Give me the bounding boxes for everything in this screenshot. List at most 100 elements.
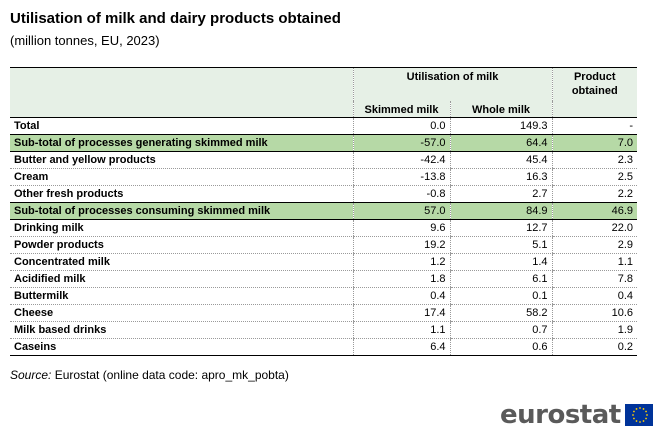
eu-flag-star bbox=[644, 410, 647, 413]
product-obtained-value: 2.9 bbox=[551, 236, 637, 254]
skimmed-milk-value: 17.4 bbox=[352, 304, 450, 322]
table-row: Other fresh products -0.8 2.7 2.2 bbox=[10, 185, 637, 203]
table-row: Powder products 19.2 5.1 2.9 bbox=[10, 236, 637, 254]
whole-milk-value: 0.6 bbox=[449, 338, 552, 356]
source-text: Eurostat (online data code: apro_mk_pobt… bbox=[54, 368, 289, 382]
product-obtained-value: 0.2 bbox=[551, 338, 637, 356]
eu-flag-icon bbox=[624, 404, 653, 426]
eu-flag-star bbox=[642, 408, 645, 410]
table-row: Milk based drinks 1.1 0.7 1.9 bbox=[10, 321, 637, 339]
whole-milk-value: 84.9 bbox=[449, 202, 552, 220]
skimmed-milk-value: 9.6 bbox=[352, 219, 450, 237]
eurostat-logo-text: eurostat bbox=[500, 400, 621, 430]
chart-title: Utilisation of milk and dairy products o… bbox=[10, 10, 341, 27]
skimmed-milk-value: 57.0 bbox=[352, 202, 450, 220]
whole-milk-value: 1.4 bbox=[449, 253, 552, 271]
product-obtained-value: 7.0 bbox=[551, 134, 637, 152]
table-body: Total 0.0 149.3- Sub-total of processes gen… bbox=[10, 117, 637, 356]
eurostat-logo: eurostat bbox=[500, 400, 653, 430]
eu-flag-star bbox=[631, 414, 634, 416]
skimmed-milk-value: -0.8 bbox=[352, 185, 450, 203]
eu-flag-star bbox=[642, 420, 645, 422]
product-obtained-value: 2.3 bbox=[551, 151, 637, 169]
row-label: Milk based drinks bbox=[10, 321, 353, 339]
skimmed-milk-value: 1.8 bbox=[352, 270, 450, 288]
data-table: Utilisation of milk Product obtained Ski… bbox=[10, 67, 637, 356]
chart-subtitle: (million tonnes, EU, 2023) bbox=[10, 33, 160, 48]
skimmed-milk-value: 0.0 bbox=[352, 117, 450, 135]
whole-milk-value: 45.4 bbox=[449, 151, 552, 169]
product-obtained-value: 1.1 bbox=[551, 253, 637, 271]
skimmed-milk-value: -42.4 bbox=[352, 151, 450, 169]
row-label: Acidified milk bbox=[10, 270, 353, 288]
eu-flag-star bbox=[645, 414, 648, 416]
whole-milk-value: 149.3 bbox=[449, 117, 552, 135]
row-label: Concentrated milk bbox=[10, 253, 353, 271]
row-label: Sub-total of processes generating skimme… bbox=[10, 134, 353, 152]
skimmed-milk-value: 19.2 bbox=[352, 236, 450, 254]
skimmed-milk-value: -57.0 bbox=[352, 134, 450, 152]
header-whole-milk: Whole milk bbox=[449, 101, 552, 118]
skimmed-milk-value: 1.1 bbox=[352, 321, 450, 339]
product-obtained-value: 7.8 bbox=[551, 270, 637, 288]
header-utilisation-of-milk: Utilisation of milk bbox=[352, 67, 552, 101]
table-row: Sub-total of processes generating skimme… bbox=[10, 134, 637, 152]
table-row: Caseins 6.4 0.6 0.2 bbox=[10, 338, 637, 356]
eu-flag-star bbox=[632, 417, 635, 420]
header-skimmed-milk: Skimmed milk bbox=[352, 101, 450, 118]
eu-flag-star bbox=[644, 417, 647, 420]
skimmed-milk-value: -13.8 bbox=[352, 168, 450, 186]
eu-flag-star bbox=[638, 407, 641, 409]
whole-milk-value: 5.1 bbox=[449, 236, 552, 254]
eu-flag-star bbox=[638, 421, 641, 423]
header-row-columns: Skimmed milk Whole milk bbox=[10, 101, 637, 118]
row-label: Cheese bbox=[10, 304, 353, 322]
header-empty-cell bbox=[10, 101, 353, 118]
row-label: Butter and yellow products bbox=[10, 151, 353, 169]
whole-milk-value: 2.7 bbox=[449, 185, 552, 203]
eu-flag-star bbox=[632, 410, 635, 413]
product-obtained-value: 10.6 bbox=[551, 304, 637, 322]
skimmed-milk-value: 0.4 bbox=[352, 287, 450, 305]
row-label: Other fresh products bbox=[10, 185, 353, 203]
whole-milk-value: 0.1 bbox=[449, 287, 552, 305]
row-label: Drinking milk bbox=[10, 219, 353, 237]
skimmed-milk-value: 1.2 bbox=[352, 253, 450, 271]
product-obtained-value: 2.5 bbox=[551, 168, 637, 186]
table-row: Concentrated milk 1.2 1.4 1.1 bbox=[10, 253, 637, 271]
source-note: Source: Eurostat (online data code: apro… bbox=[10, 368, 289, 382]
table-row: Cheese 17.4 58.2 10.6 bbox=[10, 304, 637, 322]
skimmed-milk-value: 6.4 bbox=[352, 338, 450, 356]
eu-flag-star bbox=[635, 420, 638, 422]
product-obtained-value: 1.9 bbox=[551, 321, 637, 339]
product-obtained-value: - bbox=[551, 117, 637, 135]
header-row-group: Utilisation of milk Product obtained bbox=[10, 67, 637, 118]
row-label: Sub-total of processes consuming skimmed… bbox=[10, 202, 353, 220]
whole-milk-value: 0.7 bbox=[449, 321, 552, 339]
product-obtained-value: 2.2 bbox=[551, 185, 637, 203]
row-label: Caseins bbox=[10, 338, 353, 356]
table-row: Cream -13.8 16.3 2.5 bbox=[10, 168, 637, 186]
row-label: Buttermilk bbox=[10, 287, 353, 305]
product-obtained-value: 22.0 bbox=[551, 219, 637, 237]
table-row: Drinking milk 9.6 12.7 22.0 bbox=[10, 219, 637, 237]
table-row: Buttermilk 0.4 0.1 0.4 bbox=[10, 287, 637, 305]
table-row: Sub-total of processes consuming skimmed… bbox=[10, 202, 637, 220]
table-row: Total 0.0 149.3- bbox=[10, 117, 637, 135]
header-empty-cell bbox=[10, 67, 353, 101]
whole-milk-value: 6.1 bbox=[449, 270, 552, 288]
source-label: Source: bbox=[10, 368, 52, 382]
whole-milk-value: 12.7 bbox=[449, 219, 552, 237]
product-obtained-value: 46.9 bbox=[551, 202, 637, 220]
row-label: Total bbox=[10, 117, 353, 135]
eu-flag-star bbox=[635, 408, 638, 410]
whole-milk-value: 64.4 bbox=[449, 134, 552, 152]
row-label: Cream bbox=[10, 168, 353, 186]
header-product-obtained: Product obtained bbox=[551, 67, 637, 118]
table-row: Butter and yellow products -42.4 45.4 2.3 bbox=[10, 151, 637, 169]
product-obtained-value: 0.4 bbox=[551, 287, 637, 305]
whole-milk-value: 58.2 bbox=[449, 304, 552, 322]
whole-milk-value: 16.3 bbox=[449, 168, 552, 186]
row-label: Powder products bbox=[10, 236, 353, 254]
table-row: Acidified milk 1.8 6.1 7.8 bbox=[10, 270, 637, 288]
